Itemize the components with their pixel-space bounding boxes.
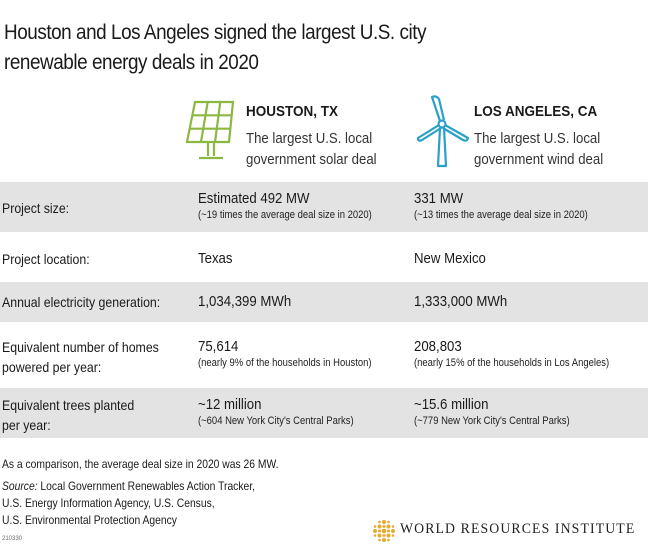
- la-value: 331 MW: [414, 190, 464, 207]
- row-label-line-2: powered per year:: [2, 359, 102, 375]
- la-value-cell: 331 MW (~13 times the average deal size …: [414, 189, 616, 223]
- source-label: Source:: [2, 479, 38, 493]
- houston-desc-line-2: government solar deal: [246, 151, 377, 168]
- la-value: 1,333,000 MWh: [414, 293, 508, 310]
- houston-value-cell: Estimated 492 MW (~19 times the average …: [198, 189, 400, 223]
- la-value: New Mexico: [414, 250, 486, 267]
- la-note: (~779 New York City's Central Parks): [414, 415, 570, 427]
- row-label-line-1: Equivalent trees planted: [2, 397, 135, 413]
- la-value: 208,803: [414, 338, 462, 355]
- wri-logo-icon: [373, 520, 395, 542]
- row-label-line-1: Equivalent number of homes: [2, 339, 159, 355]
- la-value-cell: 208,803 (nearly 15% of the households in…: [414, 337, 641, 371]
- solar-panel-icon: [185, 100, 235, 160]
- row-label-line-1: Annual electricity generation:: [2, 294, 161, 310]
- row-label: Project location:: [2, 249, 90, 269]
- houston-note: (nearly 9% of the households in Houston): [198, 357, 372, 369]
- houston-desc-line-1: The largest U.S. local: [246, 130, 373, 147]
- table-row-project-size: Project size: Estimated 492 MW (~19 time…: [0, 182, 648, 232]
- la-value-cell: ~15.6 million (~779 New York City's Cent…: [414, 395, 595, 429]
- houston-value-cell: ~12 million (~604 New York City's Centra…: [198, 395, 379, 429]
- source-text-1: Local Government Renewables Action Track…: [37, 479, 255, 493]
- la-desc-line-2: government wind deal: [474, 151, 604, 168]
- chart-title: Houston and Los Angeles signed the large…: [4, 18, 580, 78]
- table-row-annual-generation: Annual electricity generation: 1,034,399…: [0, 282, 648, 322]
- wind-turbine-icon: [416, 95, 470, 168]
- wri-logo-text: WORLD RESOURCES INSTITUTE: [400, 521, 636, 537]
- houston-value: 75,614: [198, 338, 239, 355]
- wri-logo: WORLD RESOURCES INSTITUTE: [372, 519, 648, 543]
- title-line-1: Houston and Los Angeles signed the large…: [4, 21, 427, 44]
- houston-value: Estimated 492 MW: [198, 190, 310, 207]
- la-desc-line-1: The largest U.S. local: [474, 130, 601, 147]
- row-label: Annual electricity generation:: [2, 292, 160, 312]
- la-note: (nearly 15% of the households in Los Ang…: [414, 357, 610, 369]
- houston-note: (~19 times the average deal size in 2020…: [198, 209, 372, 221]
- la-note: (~13 times the average deal size in 2020…: [414, 209, 588, 221]
- la-value: ~15.6 million: [414, 396, 489, 413]
- title-line-2: renewable energy deals in 2020: [4, 51, 259, 74]
- la-desc: The largest U.S. local government wind d…: [474, 128, 603, 170]
- houston-value: ~12 million: [198, 396, 262, 413]
- houston-value-cell: 75,614 (nearly 9% of the households in H…: [198, 337, 400, 371]
- source-line-1: Source: Local Government Renewables Acti…: [2, 478, 255, 494]
- row-label: Equivalent trees planted per year:: [2, 395, 134, 435]
- row-label: Project size:: [2, 198, 69, 218]
- source-line-3: U.S. Environmental Protection Agency: [2, 513, 177, 527]
- table-row-project-location: Project location: Texas New Mexico: [0, 232, 648, 282]
- row-label: Equivalent number of homes powered per y…: [2, 337, 159, 377]
- houston-value: 1,034,399 MWh: [198, 293, 292, 310]
- la-name: LOS ANGELES, CA: [474, 103, 598, 120]
- houston-desc: The largest U.S. local government solar …: [246, 128, 377, 170]
- source-line-2: U.S. Energy Information Agency, U.S. Cen…: [2, 496, 215, 510]
- table-row-homes-powered: Equivalent number of homes powered per y…: [0, 322, 648, 388]
- houston-note: (~604 New York City's Central Parks): [198, 415, 354, 427]
- row-label-line-2: per year:: [2, 417, 51, 433]
- comparison-note: As a comparison, the average deal size i…: [2, 457, 279, 471]
- houston-name: HOUSTON, TX: [246, 103, 339, 120]
- figure-code: 210330: [2, 536, 23, 542]
- row-label-line-1: Project location:: [2, 251, 90, 267]
- table-row-trees-planted: Equivalent trees planted per year: ~12 m…: [0, 388, 648, 438]
- houston-value: Texas: [198, 250, 233, 267]
- row-label-line-1: Project size:: [2, 200, 70, 216]
